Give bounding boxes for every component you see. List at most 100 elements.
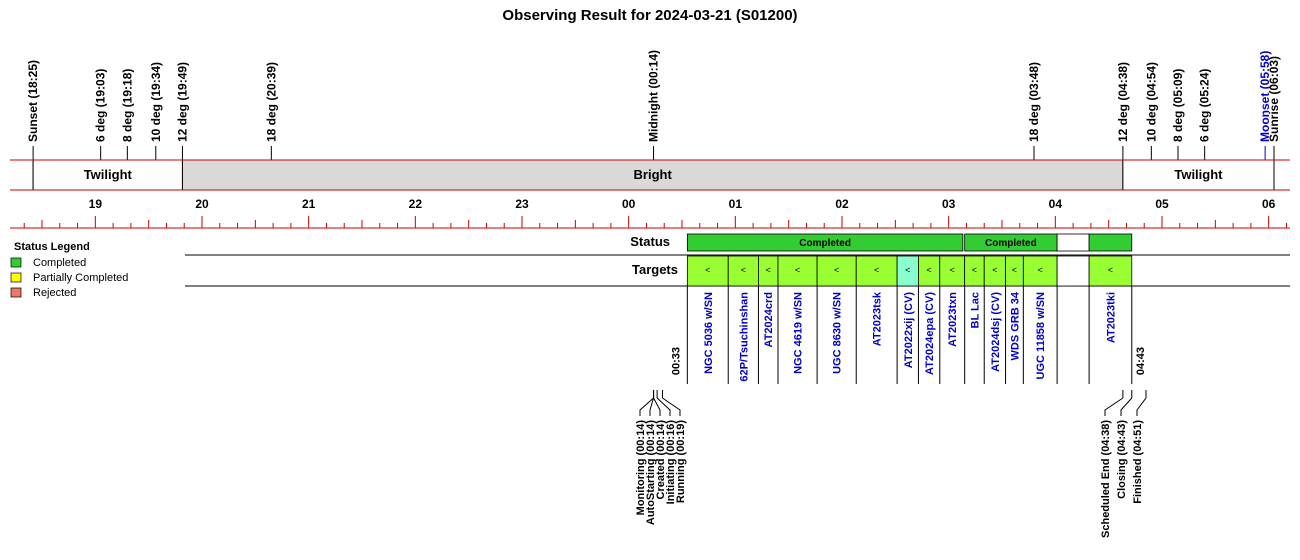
target-marker: < xyxy=(1038,265,1043,275)
target-name: AT2022xij (CV) xyxy=(903,292,915,369)
legend-item-label: Completed xyxy=(33,257,86,269)
target-marker: < xyxy=(992,265,997,275)
event-label: 8 deg (05:09) xyxy=(1171,69,1185,142)
axis-tick-label: 04 xyxy=(1049,197,1063,211)
sky-period-label: Twilight xyxy=(1174,167,1223,182)
status-segment xyxy=(686,233,964,252)
target-name: AT2024crd xyxy=(763,292,775,347)
target-name: UGC 11858 w/SN xyxy=(1035,292,1047,379)
axis-tick-label: 06 xyxy=(1262,197,1276,211)
target-marker: < xyxy=(766,265,771,275)
target-name: AT2023tsk xyxy=(872,291,884,346)
target-name: AT2024epa (CV) xyxy=(924,292,936,375)
axis-tick-label: 02 xyxy=(835,197,849,211)
chart-title: Observing Result for 2024-03-21 (S01200) xyxy=(502,7,797,24)
bound-label: 04:43 xyxy=(1135,347,1147,375)
target-marker: < xyxy=(1012,265,1017,275)
target-block xyxy=(1022,255,1058,287)
event-label: 18 deg (03:48) xyxy=(1027,62,1041,142)
target-block xyxy=(1056,255,1090,287)
bottom-event-label: Running (00:19) xyxy=(675,420,687,503)
target-block xyxy=(855,255,898,287)
status-row-label: Status xyxy=(630,234,670,249)
event-label: 18 deg (20:39) xyxy=(264,62,278,142)
target-block xyxy=(686,255,729,287)
legend-item-label: Partially Completed xyxy=(33,272,128,284)
axis-tick-label: 20 xyxy=(195,197,209,211)
schedule-rows: Status Targets Completed Completed < NGC 5036… xyxy=(185,233,1290,384)
target-marker: < xyxy=(926,265,931,275)
target-name: BL Lac xyxy=(969,292,981,328)
sky-period-label: Bright xyxy=(634,167,673,182)
status-segment-label: Completed xyxy=(985,238,1037,249)
event-label: 12 deg (19:49) xyxy=(175,62,189,142)
event-label: 10 deg (04:54) xyxy=(1144,62,1158,142)
target-marker: < xyxy=(705,265,710,275)
event-label: 10 deg (19:34) xyxy=(149,62,163,142)
sky-periods: Twilight Bright Twilight xyxy=(10,159,1290,191)
target-marker: < xyxy=(834,265,839,275)
status-legend: Status Legend Completed Partially Complete… xyxy=(10,241,128,299)
bottom-events: Monitoring (00:14)AutoStarting (00:14)Cr… xyxy=(635,390,1147,538)
bottom-event-label: Monitoring (00:14) xyxy=(635,420,647,516)
event-label: Midnight (00:14) xyxy=(647,50,661,142)
axis-tick-label: 22 xyxy=(409,197,423,211)
sky-period-label: Twilight xyxy=(84,167,133,182)
target-name: UGC 8630 w/SN xyxy=(832,292,844,374)
bound-label: 00:33 xyxy=(670,347,682,375)
status-segment-label: Completed xyxy=(799,238,851,249)
axis-tick-label: 19 xyxy=(89,197,103,211)
target-block xyxy=(816,255,857,287)
time-axis: 19 20 21 22 23 00 01 02 03 04 05 06 xyxy=(10,197,1290,229)
event-label: Moonset (05:58) xyxy=(1258,51,1272,142)
event-label: 8 deg (19:18) xyxy=(120,69,134,142)
axis-tick-label: 05 xyxy=(1155,197,1169,211)
bottom-event-label: Initiating (00:16) xyxy=(665,420,677,505)
bottom-event-label: Closing (04:43) xyxy=(1116,420,1128,499)
event-label: 6 deg (05:24) xyxy=(1198,69,1212,142)
legend-title: Status Legend xyxy=(14,241,90,253)
target-block xyxy=(1088,255,1133,287)
status-segment xyxy=(1056,233,1090,252)
bottom-event-leader xyxy=(639,397,654,416)
targets-row-label: Targets xyxy=(632,262,678,277)
legend-swatch xyxy=(10,257,22,268)
axis-tick-label: 01 xyxy=(729,197,743,211)
axis-tick-label: 03 xyxy=(942,197,956,211)
bottom-event-leader xyxy=(662,397,681,416)
event-label: Sunrise (06:03) xyxy=(1267,56,1281,142)
legend-swatch xyxy=(10,272,22,283)
bottom-event-leader xyxy=(1136,397,1147,416)
target-name: AT2023tki xyxy=(1105,292,1117,343)
bottom-event-leader xyxy=(653,397,661,416)
axis-tick-label: 21 xyxy=(302,197,316,211)
target-name: WDS GRB 34 xyxy=(1009,291,1021,360)
bottom-event-label: Scheduled End (04:38) xyxy=(1100,420,1112,538)
target-block xyxy=(777,255,818,287)
target-name: NGC 5036 w/SN xyxy=(703,292,715,374)
target-name: NGC 4619 w/SN xyxy=(793,292,805,374)
legend-item-label: Rejected xyxy=(33,287,76,299)
target-marker: < xyxy=(905,265,910,275)
bottom-event-label: Created (00:14) xyxy=(655,420,667,500)
event-label: 12 deg (04:38) xyxy=(1116,62,1130,142)
bottom-event-label: Finished (04:51) xyxy=(1132,420,1144,504)
target-marker: < xyxy=(950,265,955,275)
target-marker: < xyxy=(795,265,800,275)
status-segment xyxy=(1088,233,1133,252)
target-marker: < xyxy=(1108,265,1113,275)
event-markers: Sunset (18:25) 6 deg (19:03) 8 deg (19:18)… xyxy=(26,50,1281,190)
target-name: AT2023txn xyxy=(947,292,959,347)
target-name: AT2024dsj (CV) xyxy=(990,292,1002,372)
legend-swatch xyxy=(10,287,22,298)
sky-period xyxy=(1122,159,1275,191)
bottom-event-leader xyxy=(649,397,655,416)
axis-tick-label: 00 xyxy=(622,197,636,211)
target-name: 62P/Tsuchinshan xyxy=(738,292,750,382)
bottom-event-leader xyxy=(1104,397,1124,416)
target-marker: < xyxy=(741,265,746,275)
event-label: Sunset (18:25) xyxy=(26,60,40,142)
event-label: 6 deg (19:03) xyxy=(94,69,108,142)
target-marker: < xyxy=(972,265,977,275)
